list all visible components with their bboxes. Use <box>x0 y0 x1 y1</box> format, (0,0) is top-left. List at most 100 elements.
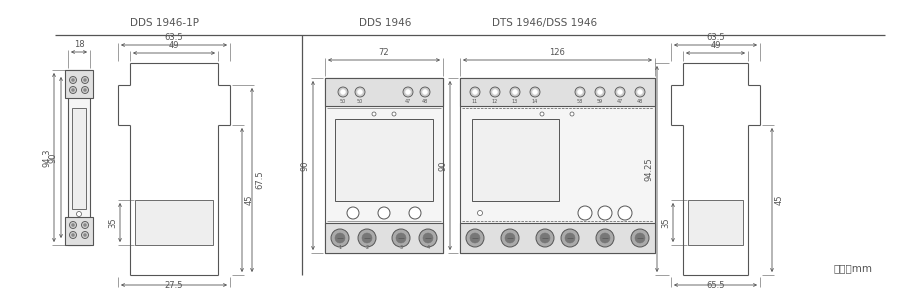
Circle shape <box>358 229 376 247</box>
Circle shape <box>82 231 88 239</box>
Circle shape <box>615 87 625 97</box>
Circle shape <box>637 89 643 95</box>
Circle shape <box>419 229 437 247</box>
Circle shape <box>84 234 86 236</box>
Text: 48: 48 <box>422 99 428 104</box>
Circle shape <box>492 89 498 95</box>
Text: 11: 11 <box>472 99 478 104</box>
Circle shape <box>536 229 554 247</box>
Circle shape <box>338 87 348 97</box>
Text: 49: 49 <box>169 41 179 50</box>
Circle shape <box>510 87 520 97</box>
Bar <box>72 108 86 209</box>
Circle shape <box>600 233 610 243</box>
Circle shape <box>403 87 413 97</box>
Text: 13: 13 <box>512 99 518 104</box>
Circle shape <box>598 206 612 220</box>
Circle shape <box>595 87 605 97</box>
Circle shape <box>635 233 645 243</box>
Circle shape <box>362 233 372 243</box>
Circle shape <box>409 207 421 219</box>
Circle shape <box>598 89 602 95</box>
Bar <box>65 70 93 98</box>
Circle shape <box>423 233 433 243</box>
Text: 48: 48 <box>637 99 643 104</box>
Text: 50: 50 <box>357 99 363 104</box>
Bar <box>135 200 213 245</box>
Circle shape <box>69 86 76 93</box>
Text: 90: 90 <box>49 152 58 163</box>
Circle shape <box>530 87 540 97</box>
Text: 94.25: 94.25 <box>645 157 654 181</box>
Circle shape <box>82 76 88 84</box>
Bar <box>325 223 443 253</box>
Text: 47: 47 <box>405 99 411 104</box>
Circle shape <box>406 89 410 95</box>
Text: 72: 72 <box>379 48 390 57</box>
Circle shape <box>561 229 579 247</box>
Text: 94.3: 94.3 <box>42 148 51 167</box>
Circle shape <box>575 87 585 97</box>
Circle shape <box>478 210 482 215</box>
Circle shape <box>420 87 430 97</box>
Bar <box>325 78 443 106</box>
Circle shape <box>466 229 484 247</box>
Circle shape <box>490 87 500 97</box>
Text: 50: 50 <box>340 99 346 104</box>
Text: 126: 126 <box>550 48 565 57</box>
Circle shape <box>69 222 76 229</box>
Circle shape <box>69 231 76 239</box>
Circle shape <box>82 222 88 229</box>
Circle shape <box>501 229 519 247</box>
Circle shape <box>347 207 359 219</box>
Circle shape <box>378 207 390 219</box>
Circle shape <box>596 229 614 247</box>
Circle shape <box>578 206 592 220</box>
Text: 单位：mm: 单位：mm <box>833 263 872 273</box>
Circle shape <box>617 89 623 95</box>
Circle shape <box>355 87 365 97</box>
Text: 47: 47 <box>616 99 623 104</box>
Text: 63.5: 63.5 <box>706 33 724 42</box>
Text: 35: 35 <box>108 217 117 228</box>
Circle shape <box>340 89 346 95</box>
Circle shape <box>470 87 480 97</box>
Bar <box>460 223 655 253</box>
Text: 2: 2 <box>365 245 369 250</box>
Circle shape <box>331 229 349 247</box>
Text: 63.5: 63.5 <box>165 33 184 42</box>
Circle shape <box>635 87 645 97</box>
Circle shape <box>570 112 574 116</box>
Circle shape <box>82 86 88 93</box>
Circle shape <box>392 112 396 116</box>
Text: 4: 4 <box>427 245 429 250</box>
Circle shape <box>470 233 480 243</box>
Text: 67.5: 67.5 <box>255 171 264 189</box>
Circle shape <box>565 233 575 243</box>
Circle shape <box>84 79 86 81</box>
Circle shape <box>505 233 515 243</box>
Circle shape <box>392 229 410 247</box>
Circle shape <box>540 112 544 116</box>
Text: 1: 1 <box>338 245 342 250</box>
Circle shape <box>578 89 582 95</box>
Bar <box>460 78 655 253</box>
Text: 18: 18 <box>74 40 85 49</box>
Circle shape <box>540 233 550 243</box>
Circle shape <box>618 206 632 220</box>
Circle shape <box>335 233 345 243</box>
Circle shape <box>422 89 427 95</box>
Text: 45: 45 <box>775 195 784 205</box>
Bar <box>325 78 443 253</box>
Bar <box>335 119 433 201</box>
Circle shape <box>76 212 82 217</box>
Text: 12: 12 <box>492 99 498 104</box>
Circle shape <box>472 89 478 95</box>
Text: DTS 1946/DSS 1946: DTS 1946/DSS 1946 <box>492 18 598 28</box>
Bar <box>688 200 743 245</box>
Bar <box>65 217 93 245</box>
Bar <box>472 119 559 201</box>
Text: 14: 14 <box>532 99 538 104</box>
Text: DDS 1946-1P: DDS 1946-1P <box>130 18 200 28</box>
Text: 49: 49 <box>710 41 721 50</box>
